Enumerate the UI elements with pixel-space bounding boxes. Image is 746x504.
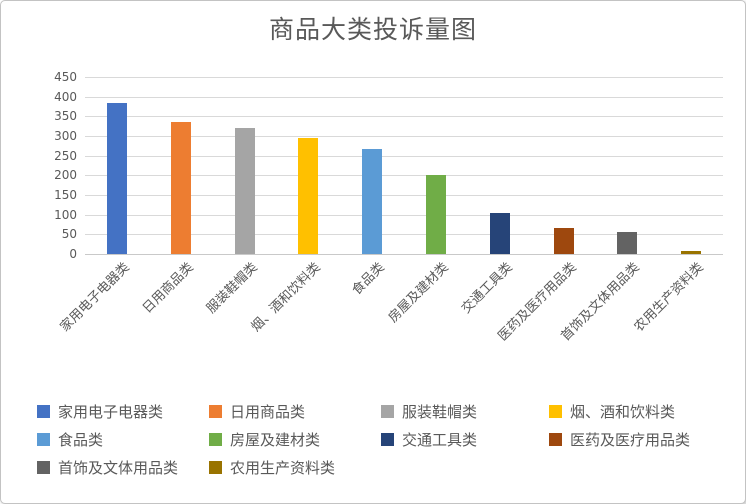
x-axis-category-label: 首饰及文体用品类 xyxy=(558,260,643,345)
x-axis-category-label: 食品类 xyxy=(349,260,388,299)
x-axis-category-label: 日用商品类 xyxy=(139,260,197,317)
legend-label: 首饰及文体用品类 xyxy=(58,458,179,477)
legend-swatch xyxy=(209,404,222,418)
x-axis-category-label: 交通工具类 xyxy=(458,260,516,317)
legend-item: 首饰及文体用品类 xyxy=(37,457,178,477)
gridline xyxy=(85,136,723,137)
legend-swatch xyxy=(549,432,562,446)
x-axis-category-label: 农用生产资料类 xyxy=(631,260,707,335)
legend-item: 交通工具类 xyxy=(381,429,477,449)
gridline xyxy=(85,214,723,216)
x-axis-category-label: 医药及医疗用品类 xyxy=(494,260,580,345)
legend-swatch xyxy=(381,404,394,418)
y-axis-tick-label: 100 xyxy=(54,207,77,222)
legend-item: 食品类 xyxy=(37,429,103,449)
y-axis-tick-label: 450 xyxy=(54,70,77,84)
plot-area xyxy=(85,77,723,255)
legend-swatch xyxy=(209,460,222,474)
bar xyxy=(170,122,191,254)
legend-item: 烟、酒和饮料类 xyxy=(549,401,675,421)
y-axis-tick-label: 350 xyxy=(54,109,77,124)
legend-swatch xyxy=(209,432,222,446)
bar xyxy=(489,213,510,254)
x-axis-category-label: 服装鞋帽类 xyxy=(203,260,261,317)
x-axis-category-label: 家用电子电器类 xyxy=(57,260,133,335)
bar xyxy=(681,251,702,254)
legend-label: 日用商品类 xyxy=(230,402,306,421)
gridline xyxy=(85,175,723,177)
bar xyxy=(553,228,574,254)
x-axis-category-label: 房屋及建材类 xyxy=(385,260,452,326)
legend-swatch xyxy=(37,460,50,474)
legend-item: 服装鞋帽类 xyxy=(381,401,477,421)
x-axis-category-label: 烟、酒和饮料类 xyxy=(248,260,324,335)
legend-label: 烟、酒和饮料类 xyxy=(570,402,676,421)
gridline xyxy=(85,234,723,236)
legend-swatch xyxy=(37,432,50,446)
gridline xyxy=(85,254,723,255)
gridline xyxy=(85,77,723,78)
legend-label: 农用生产资料类 xyxy=(230,458,336,477)
y-axis-tick-label: 250 xyxy=(54,148,77,163)
y-axis-tick-label: 150 xyxy=(54,188,77,202)
bar xyxy=(234,128,255,254)
legend-label: 服装鞋帽类 xyxy=(402,402,478,421)
gridline xyxy=(85,96,723,98)
legend-item: 农用生产资料类 xyxy=(209,457,335,477)
legend-label: 食品类 xyxy=(58,430,104,449)
y-axis-tick-label: 0 xyxy=(69,247,77,261)
bar xyxy=(106,103,127,254)
legend-label: 家用电子电器类 xyxy=(58,402,164,421)
gridline xyxy=(85,195,723,196)
bar xyxy=(425,175,446,254)
y-axis-tick-label: 300 xyxy=(54,129,77,143)
bar xyxy=(617,231,638,254)
legend-swatch xyxy=(37,404,50,418)
legend-swatch xyxy=(381,432,394,446)
legend-item: 家用电子电器类 xyxy=(37,401,163,421)
legend-item: 医药及医疗用品类 xyxy=(549,429,690,449)
legend-item: 房屋及建材类 xyxy=(209,429,320,449)
legend-swatch xyxy=(549,404,562,418)
bar xyxy=(298,137,319,254)
y-axis-tick-label: 50 xyxy=(61,227,77,242)
y-axis-tick-label: 400 xyxy=(54,89,77,104)
gridline xyxy=(85,155,723,157)
y-axis-tick-label: 200 xyxy=(54,168,77,183)
legend-label: 房屋及建材类 xyxy=(230,430,321,449)
gridline xyxy=(85,116,723,118)
legend-label: 交通工具类 xyxy=(402,430,478,449)
chart-title: 商品大类投诉量图 xyxy=(268,15,477,44)
bar xyxy=(362,149,383,254)
legend-item: 日用商品类 xyxy=(209,401,305,421)
legend-label: 医药及医疗用品类 xyxy=(570,430,691,449)
